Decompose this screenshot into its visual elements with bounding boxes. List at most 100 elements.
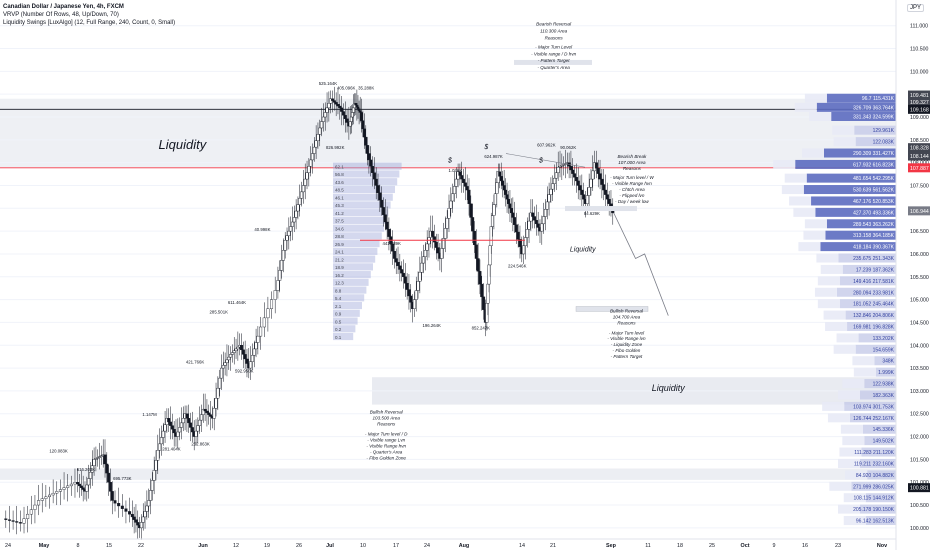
vrvp-left-label: 2.1 <box>335 304 342 309</box>
candle-body <box>194 430 198 437</box>
vrvp-right-label: 348K <box>882 359 894 365</box>
currency-badge[interactable]: JPY <box>906 4 924 12</box>
vrvp-left-label: 16.2 <box>335 273 344 278</box>
candle-body <box>381 207 385 215</box>
candle-body <box>225 359 229 363</box>
vrvp-right-bar-down <box>832 125 855 135</box>
liquidity-label: Liquidity <box>159 137 208 152</box>
candle-body <box>132 516 136 520</box>
time-tick-label: 15 <box>106 543 112 549</box>
vrvp-right-bar-down <box>789 196 812 206</box>
candle-body <box>361 120 365 130</box>
candle-body <box>270 299 274 309</box>
candle-body <box>292 217 296 223</box>
candle-body <box>529 212 533 222</box>
candle-body <box>156 450 160 461</box>
candle-body <box>341 111 345 116</box>
annotation-text: Reasons <box>545 35 564 40</box>
vrvp-right-bar-down <box>842 436 865 446</box>
candle-body <box>422 256 426 264</box>
indicator-vrvp[interactable]: VRVP (Number Of Rows, 48, Up/Down, 70) <box>3 12 119 18</box>
candle-body <box>543 209 547 217</box>
vrvp-right-bar <box>825 230 896 240</box>
annotation-text: - Major Turn level <box>609 330 645 335</box>
candle-body <box>285 235 289 241</box>
vrvp-right-bar <box>839 299 896 309</box>
vrvp-left-bar <box>333 263 373 271</box>
candle-body <box>340 107 344 112</box>
candle-body <box>536 223 540 228</box>
candle-body <box>305 172 309 180</box>
candle-body <box>198 419 202 426</box>
swing-volume-label: 441.489K <box>382 241 401 246</box>
annotation-text: - Visible range / D hvn <box>531 51 577 56</box>
time-tick-label: 26 <box>296 543 302 549</box>
candle-body <box>145 505 149 512</box>
candle-body <box>343 114 347 120</box>
vrvp-right-bar-down <box>809 112 832 121</box>
candle-body <box>507 198 511 204</box>
vrvp-right-bar <box>844 401 896 411</box>
candle-body <box>189 422 193 428</box>
vrvp-right-bar <box>855 344 896 354</box>
candle-body <box>87 478 91 486</box>
vrvp-right-label: 145.336K <box>873 427 895 433</box>
candle-body <box>513 217 517 225</box>
vrvp-right-bar-down <box>814 287 837 297</box>
price-label-text: 108.144 <box>910 154 929 160</box>
symbol-title[interactable]: Canadian Dollar / Japanese Yen, 4h, FXCM <box>3 4 124 10</box>
swing-volume-label: 1.147M <box>142 412 157 417</box>
vrvp-right-bar <box>803 185 896 195</box>
price-tick-label: 111.000 <box>910 24 928 30</box>
vrvp-right-bar <box>865 516 896 526</box>
time-tick-label: 8 <box>77 543 80 549</box>
candle-body <box>331 98 335 101</box>
price-label-text: 107.887 <box>910 166 929 172</box>
candle-body <box>79 485 83 488</box>
time-tick-label: 22 <box>138 543 144 549</box>
time-tick-label: Jul <box>326 543 334 549</box>
candle-body <box>262 317 266 328</box>
swing-volume-label: 421.766K <box>186 360 205 365</box>
annotation-text: - Quarter's Area <box>370 449 403 454</box>
candle-body <box>576 180 580 186</box>
indicator-liquidity-swings[interactable]: Liquidity Swings [LuxAlgo] (12, Full Ran… <box>3 20 176 26</box>
swing-volume-label: 285.501K <box>210 309 229 314</box>
candle-body <box>571 169 575 174</box>
chart-legend: Canadian Dollar / Japanese Yen, 4h, FXCM… <box>3 3 175 27</box>
candle-body <box>201 408 205 415</box>
candle-body <box>94 458 98 460</box>
candle-body <box>294 210 298 218</box>
price-label-badge <box>908 163 930 173</box>
vrvp-right-bar <box>864 436 896 446</box>
vrvp-right-label: 149.416 217.581K <box>853 279 895 285</box>
time-tick-label: 18 <box>677 543 683 549</box>
vrvp-right-bar-down <box>839 447 862 457</box>
candle-body <box>117 503 121 507</box>
price-label-badge <box>908 97 930 107</box>
candle-body <box>469 203 473 218</box>
candle-body <box>493 193 497 205</box>
candle-body <box>602 184 606 191</box>
candle-body <box>472 230 476 246</box>
vrvp-right-label: 271.999 286.025K <box>853 484 895 490</box>
candle-body <box>113 500 117 504</box>
candle-body <box>283 240 287 251</box>
vrvp-left-bar <box>333 278 369 286</box>
candle-body <box>585 195 589 204</box>
swing-volume-label: 592.950K <box>235 369 254 374</box>
candle-body <box>425 243 429 251</box>
vrvp-right-bar-down <box>829 481 852 491</box>
candle-body <box>85 484 89 492</box>
candle-body <box>378 192 382 201</box>
vrvp-right-bar <box>845 310 896 320</box>
vrvp-left-label: 5.4 <box>335 296 342 301</box>
vrvp-left-bar <box>333 317 358 325</box>
vrvp-left-bar <box>333 178 398 186</box>
candle-body <box>460 175 464 180</box>
candle-body <box>303 178 307 186</box>
vrvp-right-label: 111.283 211.120K <box>854 450 894 456</box>
candle-body <box>179 422 183 428</box>
